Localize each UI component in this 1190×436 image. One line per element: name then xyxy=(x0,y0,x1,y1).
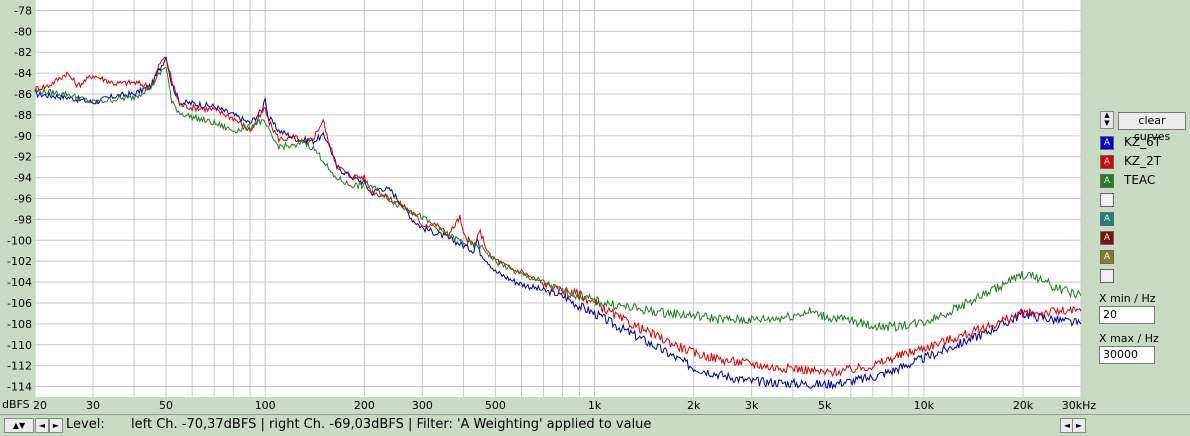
x-tick-label: 3k xyxy=(745,399,759,412)
x-tick-label: 30 xyxy=(86,399,100,412)
legend-label: TEAC xyxy=(1124,173,1156,187)
x-tick-label: 100 xyxy=(255,399,276,412)
y-tick-label: -108 xyxy=(7,318,32,331)
y-tick-label: -92 xyxy=(14,151,32,164)
legend-swatch[interactable]: A xyxy=(1100,136,1114,150)
y-tick-label: -82 xyxy=(14,46,32,59)
y-tick-label: -98 xyxy=(14,213,32,226)
grid xyxy=(34,0,1082,397)
y-tick-label: -88 xyxy=(14,109,32,122)
x-tick-label: 2k xyxy=(687,399,701,412)
x-tick-label: 10k xyxy=(914,399,935,412)
series-line-teac xyxy=(34,66,1082,333)
y-tick-label: -106 xyxy=(7,297,32,310)
x-tick-label: 1k xyxy=(588,399,602,412)
y-tick-label: -112 xyxy=(7,360,32,373)
y-tick-label: -84 xyxy=(14,67,32,80)
y-tick-label: -102 xyxy=(7,255,32,268)
legend-label: KZ_6T xyxy=(1124,135,1162,149)
curve-spinner[interactable]: ▲ ▼ xyxy=(1100,111,1114,129)
y-tick-label: -78 xyxy=(14,4,32,17)
clear-curves-button[interactable]: clear curves xyxy=(1118,112,1186,143)
legend-swatch[interactable] xyxy=(1100,193,1114,207)
y-tick-label: -96 xyxy=(14,193,32,206)
x-tick-label: 30kHz xyxy=(1062,399,1097,412)
x-tick-labels: 20 30 50 100 200 300 500 1k 2k 3k 5k 10k 20k 30kHz xyxy=(33,399,1096,412)
status-right-icon[interactable]: ► xyxy=(1072,418,1086,433)
status-bar: ▲▼ ◄ ► Level: left Ch. -70,37dBFS | righ… xyxy=(0,414,1190,436)
x-tick-label: 5k xyxy=(818,399,832,412)
x-tick-label: 300 xyxy=(412,399,433,412)
x-tick-label: 20 xyxy=(33,399,47,412)
legend-swatch[interactable]: A xyxy=(1100,155,1114,169)
y-tick-label: -100 xyxy=(7,234,32,247)
xmin-input[interactable]: 20 xyxy=(1099,306,1155,324)
scroll-right-icon[interactable]: ► xyxy=(49,418,63,433)
series-group xyxy=(34,56,1082,390)
y-tick-label: -90 xyxy=(14,130,32,143)
scroll-left-icon[interactable]: ◄ xyxy=(35,418,49,433)
y-tick-label: -86 xyxy=(14,88,32,101)
x-tick-label: 50 xyxy=(159,399,173,412)
level-label: Level: xyxy=(66,417,105,432)
legend-label: KZ_2T xyxy=(1124,154,1162,168)
spectrum-chart: -78 -80 -82 -84 -86 -88 -90 -92 -94 -96 -98 -100 -10… xyxy=(2,0,1096,412)
series-line-kz-6t xyxy=(34,56,1082,390)
xmax-input[interactable]: 30000 xyxy=(1099,346,1155,364)
y-tick-labels: -78 -80 -82 -84 -86 -88 -90 -92 -94 -96 -98 -100 -10… xyxy=(7,4,32,393)
y-tick-label: -114 xyxy=(7,381,32,394)
xmin-label: X min / Hz xyxy=(1099,292,1156,305)
legend-swatch[interactable]: A xyxy=(1100,212,1114,226)
y-axis-unit: dBFS xyxy=(2,398,30,411)
y-tick-label: -110 xyxy=(7,339,32,352)
xmax-label: X max / Hz xyxy=(1099,332,1159,345)
legend-swatch[interactable]: A xyxy=(1100,250,1114,264)
x-tick-label: 200 xyxy=(354,399,375,412)
spin-up-icon[interactable]: ▲ xyxy=(1104,111,1110,119)
level-readout: left Ch. -70,37dBFS | right Ch. -69,03dB… xyxy=(131,417,652,432)
legend-swatch[interactable]: A xyxy=(1100,231,1114,245)
status-left-icon[interactable]: ◄ xyxy=(1060,418,1074,433)
spin-down-icon[interactable]: ▼ xyxy=(1104,119,1110,127)
y-tick-label: -104 xyxy=(7,276,32,289)
legend-swatch[interactable] xyxy=(1100,269,1114,283)
status-spinner[interactable]: ▲▼ xyxy=(4,418,34,433)
y-tick-label: -94 xyxy=(14,172,32,185)
x-tick-label: 20k xyxy=(1013,399,1034,412)
x-tick-label: 500 xyxy=(485,399,506,412)
y-tick-label: -80 xyxy=(14,25,32,38)
legend-swatch[interactable]: A xyxy=(1100,174,1114,188)
